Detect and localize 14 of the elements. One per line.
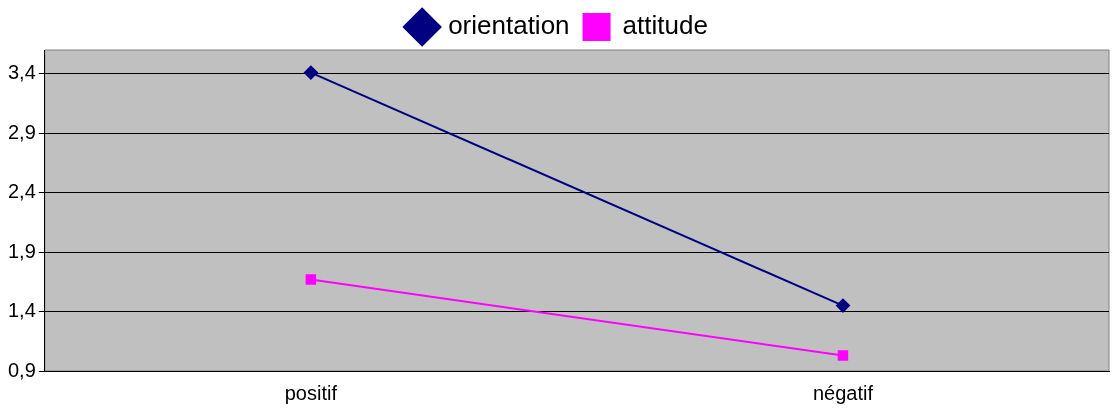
point [837,350,849,361]
point [835,298,850,313]
x-tick-label: négatif [812,381,874,404]
x-tick-label: positif [284,381,338,404]
legend-label: attitude [622,10,708,41]
y-tick-label: 1,4 [7,299,36,322]
y-tick-label: 2,9 [7,120,36,143]
y-tick-label: 1,9 [7,239,36,262]
y-tick-label: 0,9 [7,358,36,381]
y-tick-label: 2,4 [7,180,36,203]
y-tick-label: 3,4 [7,61,36,84]
legend-label: orientation [448,10,570,41]
point [303,65,318,80]
point [305,274,317,285]
